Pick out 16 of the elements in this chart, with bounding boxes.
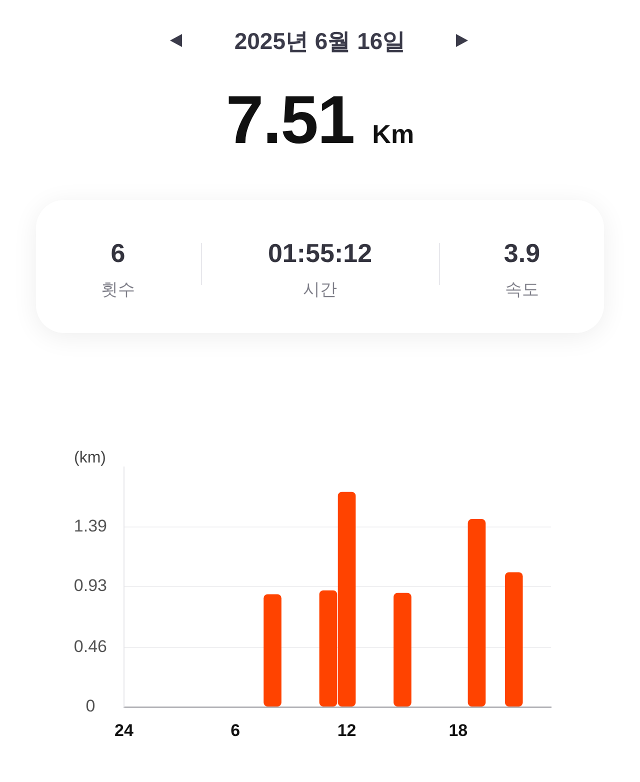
chart-title: 2025년 6월 16일 [233, 27, 407, 56]
y-axis-title: (km) [74, 449, 106, 466]
y-tick-label: 0 [86, 696, 96, 716]
y-tick-label: 0.93 [74, 576, 108, 596]
y-tick-label: 0.46 [74, 637, 108, 656]
stats-card: 6 횟수 01:55:12 시간 3.9 속도 [36, 200, 604, 333]
chart-subtitle: 7.51 Km [226, 82, 414, 158]
x-tick-label: 6 [230, 720, 240, 740]
bar [394, 592, 412, 706]
bar [468, 519, 486, 706]
x-tick-label: 12 [337, 720, 356, 740]
x-tick-label: 18 [448, 720, 468, 740]
y-tick-label: 1.39 [74, 516, 108, 536]
bar [264, 594, 282, 706]
bar [504, 572, 523, 706]
x-tick-label: 24 [114, 720, 134, 740]
